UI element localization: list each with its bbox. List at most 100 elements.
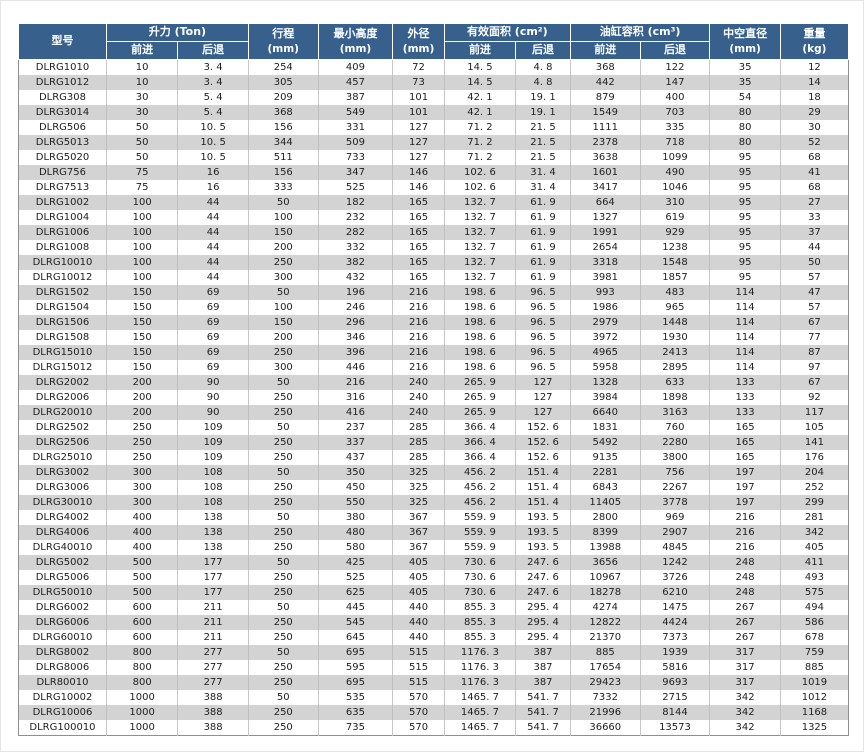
value-cell: 117 bbox=[779, 405, 849, 420]
column-subheader: 后退 bbox=[515, 41, 571, 60]
value-cell: 483 bbox=[639, 285, 710, 300]
value-cell: 50 bbox=[247, 285, 319, 300]
value-cell: 77 bbox=[779, 330, 849, 345]
value-cell: 388 bbox=[177, 690, 249, 705]
table-row: DLRG1506 150 69 150 296 216 198. 6 96. 5 2979 144… bbox=[18, 315, 849, 330]
value-cell: 325 bbox=[392, 465, 445, 480]
value-cell: 277 bbox=[177, 660, 249, 675]
value-cell: 69 bbox=[177, 345, 249, 360]
value-cell: 3984 bbox=[569, 390, 641, 405]
value-cell: 200 bbox=[105, 390, 178, 405]
value-cell: 11405 bbox=[569, 495, 641, 510]
column-header: 最小高度 (mm) bbox=[317, 23, 394, 60]
table-row: DLRG10010 100 44 250 382 165 132. 7 61. 9 3318 15… bbox=[18, 255, 849, 270]
value-cell: 114 bbox=[709, 300, 781, 315]
value-cell: 885 bbox=[569, 645, 641, 660]
value-cell: 1099 bbox=[639, 150, 710, 165]
value-cell: 664 bbox=[569, 195, 641, 210]
value-cell: 411 bbox=[779, 555, 849, 570]
value-cell: 515 bbox=[392, 645, 445, 660]
table-row: DLRG10006 1000 388 250 635 570 1465. 7 541. 7 21… bbox=[18, 705, 849, 720]
value-cell: 152. 6 bbox=[515, 420, 571, 435]
value-cell: 216 bbox=[392, 360, 445, 375]
value-cell: 30 bbox=[105, 105, 178, 120]
value-cell: 1465. 7 bbox=[443, 705, 516, 720]
value-cell: 525 bbox=[317, 180, 393, 195]
value-cell: 156 bbox=[247, 120, 319, 135]
value-cell: 114 bbox=[709, 315, 781, 330]
value-cell: 759 bbox=[779, 645, 849, 660]
value-cell: 16 bbox=[177, 165, 249, 180]
value-cell: 965 bbox=[639, 300, 710, 315]
value-cell: 216 bbox=[709, 540, 781, 555]
value-cell: 95 bbox=[709, 270, 781, 285]
value-cell: 95 bbox=[709, 225, 781, 240]
value-cell: 335 bbox=[639, 120, 710, 135]
model-cell: DLRG1506 bbox=[18, 315, 107, 330]
value-cell: 200 bbox=[105, 405, 178, 420]
value-cell: 570 bbox=[392, 690, 445, 705]
value-cell: 300 bbox=[247, 360, 319, 375]
value-cell: 5. 4 bbox=[177, 105, 249, 120]
model-cell: DLRG1004 bbox=[18, 210, 107, 225]
value-cell: 511 bbox=[247, 150, 319, 165]
table-row: DLRG756 75 16 156 347 146 102. 6 31. 4 1601 490 95… bbox=[18, 165, 849, 180]
value-cell: 450 bbox=[317, 480, 393, 495]
value-cell: 250 bbox=[105, 435, 178, 450]
model-cell: DLRG506 bbox=[18, 120, 107, 135]
value-cell: 19. 1 bbox=[515, 90, 571, 105]
value-cell: 400 bbox=[639, 90, 710, 105]
value-cell: 1176. 3 bbox=[443, 645, 516, 660]
value-cell: 440 bbox=[392, 630, 445, 645]
model-cell: DLRG10006 bbox=[18, 705, 107, 720]
value-cell: 267 bbox=[709, 600, 781, 615]
value-cell: 541. 7 bbox=[515, 720, 571, 736]
value-cell: 457 bbox=[317, 75, 393, 90]
value-cell: 68 bbox=[779, 180, 849, 195]
value-cell: 1549 bbox=[569, 105, 641, 120]
value-cell: 545 bbox=[317, 615, 393, 630]
column-header: 中空直径 (mm) bbox=[709, 23, 781, 60]
value-cell: 132. 7 bbox=[443, 255, 516, 270]
value-cell: 855. 3 bbox=[443, 630, 516, 645]
value-cell: 10967 bbox=[569, 570, 641, 585]
value-cell: 127 bbox=[515, 390, 571, 405]
column-unit: (mm) bbox=[402, 42, 435, 55]
value-cell: 367 bbox=[392, 525, 445, 540]
model-cell: DLRG3002 bbox=[18, 465, 107, 480]
table-row: DLRG30010 300 108 250 550 325 456. 2 151. 4 1140… bbox=[18, 495, 849, 510]
value-cell: 31. 4 bbox=[515, 165, 571, 180]
value-cell: 150 bbox=[247, 315, 319, 330]
value-cell: 146 bbox=[392, 165, 445, 180]
value-cell: 237 bbox=[317, 420, 393, 435]
value-cell: 299 bbox=[779, 495, 849, 510]
model-cell: DLRG10002 bbox=[18, 690, 107, 705]
model-cell: DLRG60010 bbox=[18, 630, 107, 645]
value-cell: 177 bbox=[177, 585, 249, 600]
model-cell: DLRG1508 bbox=[18, 330, 107, 345]
model-cell: DLRG1504 bbox=[18, 300, 107, 315]
value-cell: 80 bbox=[709, 135, 781, 150]
value-cell: 127 bbox=[515, 375, 571, 390]
value-cell: 400 bbox=[105, 540, 178, 555]
model-cell: DLR80010 bbox=[18, 675, 107, 690]
table-row: DLRG1502 150 69 50 196 216 198. 6 96. 5 993 483 11… bbox=[18, 285, 849, 300]
value-cell: 44 bbox=[779, 240, 849, 255]
value-cell: 240 bbox=[392, 375, 445, 390]
value-cell: 100 bbox=[105, 270, 178, 285]
value-cell: 44 bbox=[177, 210, 249, 225]
value-cell: 4. 8 bbox=[515, 75, 571, 90]
value-cell: 310 bbox=[639, 195, 710, 210]
value-cell: 21370 bbox=[569, 630, 641, 645]
value-cell: 1465. 7 bbox=[443, 690, 516, 705]
value-cell: 1176. 3 bbox=[443, 675, 516, 690]
value-cell: 250 bbox=[105, 450, 178, 465]
value-cell: 1857 bbox=[639, 270, 710, 285]
value-cell: 380 bbox=[317, 510, 393, 525]
model-cell: DLRG4002 bbox=[18, 510, 107, 525]
value-cell: 133 bbox=[709, 405, 781, 420]
value-cell: 247. 6 bbox=[515, 585, 571, 600]
value-cell: 90 bbox=[177, 390, 249, 405]
value-cell: 1448 bbox=[639, 315, 710, 330]
